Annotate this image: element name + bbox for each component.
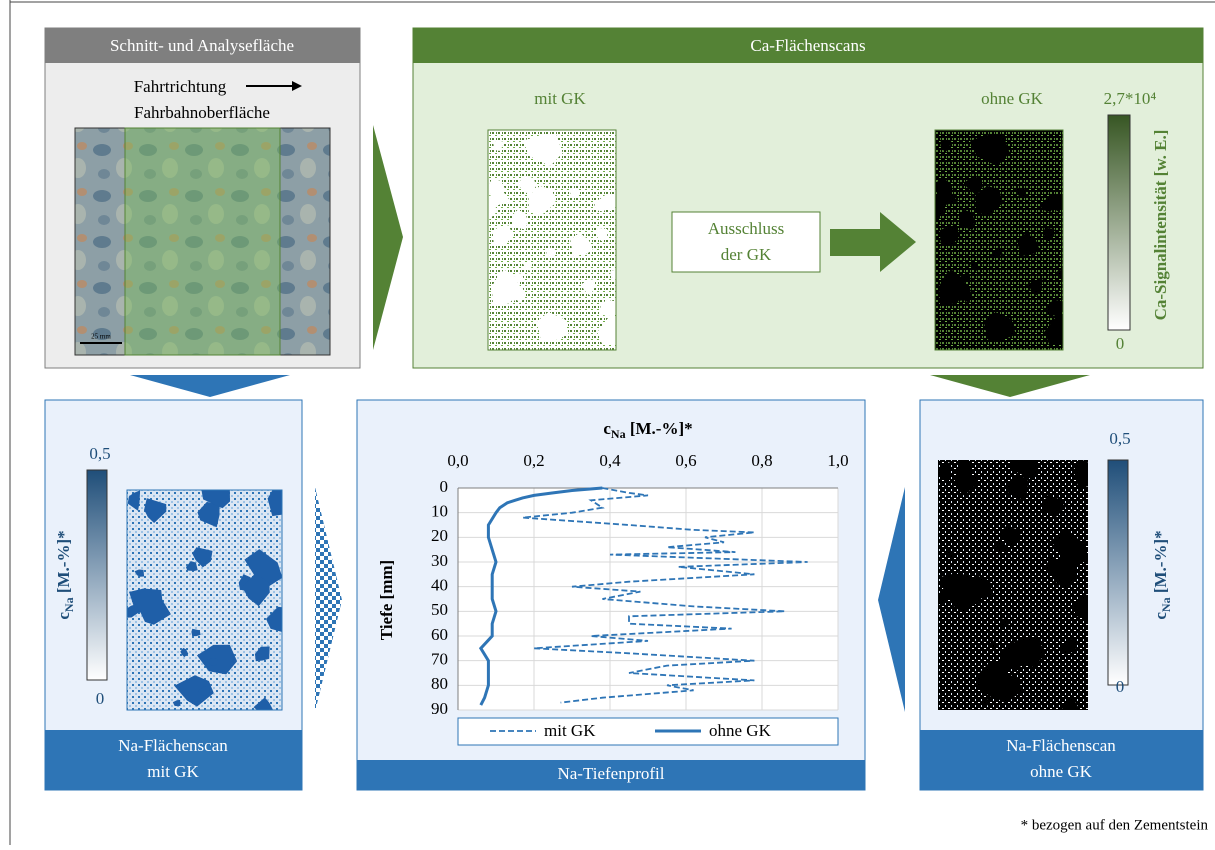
step-arrow-shaft xyxy=(830,229,882,256)
flow-arrow xyxy=(373,125,403,350)
plot-area xyxy=(458,488,838,710)
subscript: Na xyxy=(611,427,626,441)
na-without-title: Na-Flächenscan xyxy=(1006,736,1116,755)
unit: [M.-%]* xyxy=(626,419,693,438)
ca-colorbar xyxy=(1108,115,1130,330)
na-colorbar-max: 0,5 xyxy=(89,444,110,463)
ca-colorbar-min: 0 xyxy=(1116,334,1125,353)
na-without-title: ohne GK xyxy=(1030,762,1093,781)
na-colorbar xyxy=(1108,460,1128,685)
diagram: Schnitt- und Analysefläche Fahrtrichtung… xyxy=(0,0,1215,845)
y-tick-label: 80 xyxy=(431,674,448,693)
legend-label: ohne GK xyxy=(709,721,772,740)
subscript: Na xyxy=(62,597,76,612)
step-label: der GK xyxy=(721,245,772,264)
scale-label: 25 mm xyxy=(91,333,111,341)
x-tick-label: 0,6 xyxy=(675,451,696,470)
page: { "panels": { "section": {"title": "Schn… xyxy=(0,0,1215,845)
y-tick-label: 30 xyxy=(431,551,448,570)
y-tick-label: 50 xyxy=(431,600,448,619)
y-tick-label: 90 xyxy=(431,699,448,718)
x-tick-label: 0,2 xyxy=(523,451,544,470)
y-tick-label: 70 xyxy=(431,650,448,669)
y-tick-label: 10 xyxy=(431,502,448,521)
ca-title: Ca-Flächenscans xyxy=(750,36,865,55)
na-colorbar-max: 0,5 xyxy=(1109,429,1130,448)
direction-label: Fahrtrichtung xyxy=(134,77,227,96)
na-colorbar-min: 0 xyxy=(1116,677,1125,696)
y-tick-label: 60 xyxy=(431,625,448,644)
ca-with-label: mit GK xyxy=(534,89,586,108)
section-title: Schnitt- und Analysefläche xyxy=(110,36,294,55)
down-arrow xyxy=(130,375,290,397)
flow-arrow xyxy=(315,487,342,712)
surface-label: Fahrbahnoberfläche xyxy=(134,103,270,122)
unit: [M.-%]* xyxy=(1151,530,1170,597)
x-tick-label: 0,8 xyxy=(751,451,772,470)
na-colorbar xyxy=(87,470,107,680)
x-tick-label: 1,0 xyxy=(827,451,848,470)
y-axis-label: Tiefe [mm] xyxy=(377,560,396,640)
footnote: * bezogen auf den Zementstein xyxy=(1021,817,1209,833)
flow-arrow xyxy=(878,487,905,712)
y-tick-label: 0 xyxy=(440,477,449,496)
ca-without-label: ohne GK xyxy=(981,89,1044,108)
unit: [M.-%]* xyxy=(54,530,73,597)
x-tick-label: 0,0 xyxy=(447,451,468,470)
ca-colorbar-label: Ca-Signalintensität [w. E.] xyxy=(1151,130,1170,321)
subscript: Na xyxy=(1159,597,1173,612)
legend-label: mit GK xyxy=(544,721,596,740)
na-with-title: Na-Flächenscan xyxy=(118,736,228,755)
profile-title: Na-Tiefenprofil xyxy=(557,764,664,783)
ca-colorbar-max: 2,7*10⁴ xyxy=(1104,89,1157,108)
x-tick-label: 0,4 xyxy=(599,451,621,470)
na-with-title: mit GK xyxy=(147,762,199,781)
step-label: Ausschluss xyxy=(708,219,785,238)
y-tick-label: 40 xyxy=(431,576,448,595)
analysis-area xyxy=(125,128,280,355)
down-arrow xyxy=(930,375,1090,397)
y-tick-label: 20 xyxy=(431,526,448,545)
legend-box xyxy=(458,718,838,745)
na-colorbar-min: 0 xyxy=(96,689,105,708)
